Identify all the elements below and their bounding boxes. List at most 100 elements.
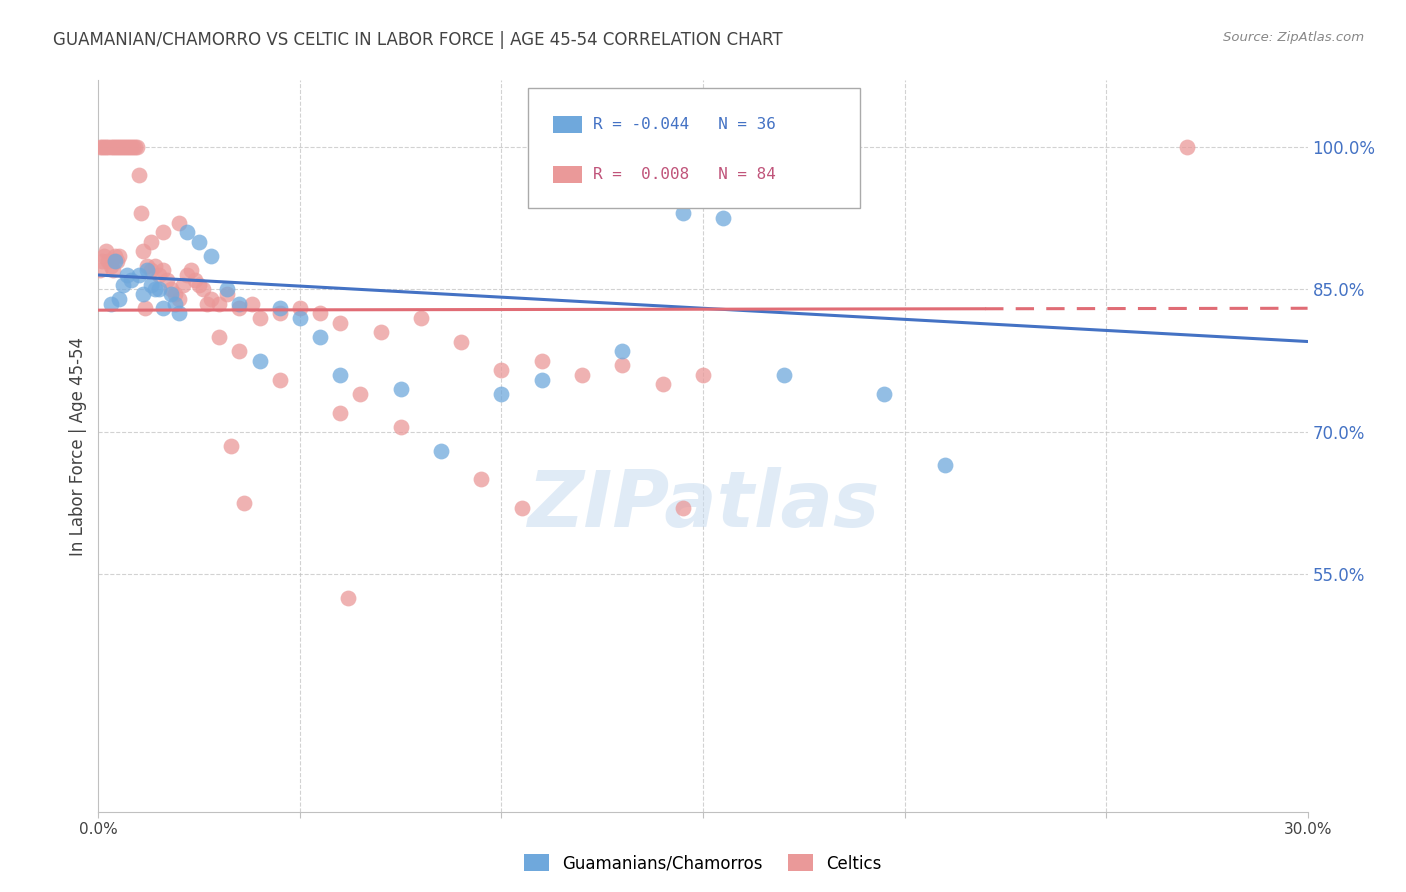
Point [100,296,122,310]
Point [329,406,352,420]
Point [672,206,695,220]
Point [221,439,243,453]
Point [329,316,352,330]
Point [91,140,114,154]
Point [96,244,118,259]
Point [228,296,250,310]
Text: ZIPatlas: ZIPatlas [527,467,879,542]
Point [228,301,250,316]
Point [309,306,332,320]
Point [134,301,156,316]
Point [103,140,125,154]
Point [107,249,129,263]
Point [200,292,222,306]
Point [93,140,115,154]
Point [129,206,152,220]
Point [97,140,120,154]
Point [91,253,114,268]
Point [180,263,202,277]
Point [89,140,111,154]
Point [100,140,122,154]
Point [156,273,179,287]
Point [128,168,150,182]
Text: GUAMANIAN/CHAMORRO VS CELTIC IN LABOR FORCE | AGE 45-54 CORRELATION CHART: GUAMANIAN/CHAMORRO VS CELTIC IN LABOR FO… [53,31,783,49]
Point [651,377,673,392]
Point [200,249,222,263]
Point [163,287,186,301]
Point [148,268,170,282]
Point [184,273,207,287]
Point [612,358,634,372]
Point [337,591,360,605]
FancyBboxPatch shape [553,116,582,134]
Point [143,259,166,273]
Point [195,296,218,310]
Point [152,301,174,316]
Point [470,472,492,486]
Point [571,368,593,382]
Point [288,301,311,316]
Point [107,292,129,306]
Point [409,310,432,325]
Point [873,386,896,401]
Point [389,420,412,434]
Point [309,330,332,344]
Point [143,282,166,296]
Point [101,140,124,154]
Point [160,282,183,296]
Point [288,310,311,325]
Point [176,268,198,282]
Text: Source: ZipAtlas.com: Source: ZipAtlas.com [1223,31,1364,45]
Point [167,216,190,230]
Point [110,140,132,154]
Point [152,263,174,277]
FancyBboxPatch shape [527,87,860,209]
Point [115,268,138,282]
Point [101,263,124,277]
Point [132,244,155,259]
Point [167,306,190,320]
Point [128,268,150,282]
Point [125,140,148,154]
Point [430,443,453,458]
Point [711,211,734,225]
Point [121,140,143,154]
Point [188,277,211,292]
Point [139,263,162,277]
Point [349,386,371,401]
Point [115,140,138,154]
Point [139,277,162,292]
Point [105,140,128,154]
Point [107,140,129,154]
Point [208,330,231,344]
Point [269,301,291,316]
Point [172,277,194,292]
Point [100,259,122,273]
FancyBboxPatch shape [553,166,582,183]
Point [93,249,115,263]
Point [240,296,263,310]
Point [450,334,472,349]
Y-axis label: In Labor Force | Age 45-54: In Labor Force | Age 45-54 [69,336,87,556]
Point [139,235,162,249]
Point [118,140,141,154]
Point [135,263,157,277]
Point [772,368,794,382]
Point [208,296,231,310]
Point [103,249,125,263]
Point [612,344,634,359]
Point [934,458,956,472]
Point [148,282,170,296]
Point [188,235,211,249]
Point [111,277,134,292]
Point [232,496,254,510]
Point [217,287,239,301]
Point [193,282,215,296]
Point [167,292,190,306]
Text: R = -0.044   N = 36: R = -0.044 N = 36 [593,117,776,132]
Point [672,500,695,515]
Point [97,253,120,268]
Point [249,310,271,325]
Point [163,296,186,310]
Point [370,325,392,339]
